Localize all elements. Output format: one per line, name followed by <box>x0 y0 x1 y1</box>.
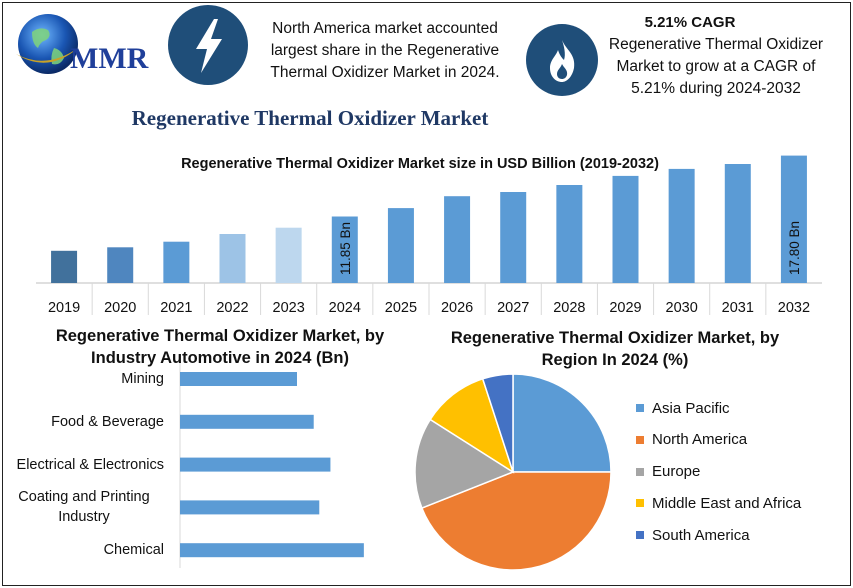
data-label-2024: 11.85 Bn <box>338 222 353 275</box>
legend-item-0: Asia Pacific <box>636 398 730 418</box>
industry-label-3: Coating and Printing Industry <box>18 489 150 526</box>
pie-slice-1 <box>420 471 612 571</box>
x-tick-label-2027: 2027 <box>497 300 529 316</box>
legend-item-1: North America <box>636 430 747 450</box>
bar-2025 <box>387 208 414 283</box>
data-label-2032: 17.80 Bn <box>787 221 802 275</box>
bar-2023 <box>275 227 302 283</box>
bar-2021 <box>163 241 190 283</box>
market-size-chart-title: Regenerative Thermal Oxidizer Market siz… <box>181 156 659 172</box>
bar-2020 <box>107 247 134 283</box>
flame-icon <box>526 24 598 96</box>
pie-slice-4 <box>481 373 514 473</box>
x-tick-label-2026: 2026 <box>441 300 473 316</box>
legend-item-3: Middle East and Africa <box>636 493 801 513</box>
industry-bar-0 <box>180 372 297 386</box>
legend-item-2: Europe <box>636 462 700 482</box>
cagr-title: 5.21% CAGR <box>644 14 736 31</box>
bar-2024 <box>331 216 358 283</box>
industry-label-0: Mining <box>121 371 164 387</box>
bar-2019 <box>51 250 78 283</box>
x-tick-label-2024: 2024 <box>329 300 361 316</box>
north-america-share-text: North America market accounted largest s… <box>270 20 500 81</box>
cagr-description: Regenerative Thermal Oxidizer Market to … <box>608 36 824 97</box>
region-chart-title: Regenerative Thermal Oxidizer Market, by… <box>450 329 780 369</box>
lightning-bolt-icon <box>168 5 248 85</box>
market-size-bar-chart: 2019 2020 2021 2022 2023 2024 11.85 Bn 2025 2026… <box>36 155 822 316</box>
legend-label-3: Middle East and Africa <box>652 494 802 512</box>
bar-2029 <box>612 175 639 283</box>
globe-icon: MMR <box>16 14 149 75</box>
x-tick-label-2031: 2031 <box>722 300 754 316</box>
industry-bar-3 <box>180 500 320 515</box>
bar-2027 <box>500 192 527 283</box>
bar-2032 <box>780 155 807 283</box>
logo-text: MMR <box>70 42 149 75</box>
legend-label-2: Europe <box>652 463 701 481</box>
bar-2030 <box>668 168 695 283</box>
legend-label-4: South America <box>652 526 750 544</box>
bar-2022 <box>219 234 246 283</box>
industry-label-4: Chemical <box>103 542 164 559</box>
bar-2026 <box>444 196 471 283</box>
legend-swatch-3 <box>636 499 644 508</box>
x-tick-label-2020: 2020 <box>104 300 136 316</box>
legend-label-0: Asia Pacific <box>652 399 730 417</box>
x-tick-label-2022: 2022 <box>216 300 248 316</box>
x-tick-label-2025: 2025 <box>385 300 417 316</box>
legend-item-4: South America <box>636 525 750 545</box>
pie-slice-3 <box>429 377 515 474</box>
legend-swatch-4 <box>636 531 644 540</box>
bar-2028 <box>556 185 583 283</box>
x-tick-label-2023: 2023 <box>273 300 305 316</box>
bar-2031 <box>724 164 751 283</box>
industry-bar-4 <box>180 543 364 558</box>
industry-label-2: Electrical & Electronics <box>16 456 164 473</box>
pie-slice-2 <box>414 418 515 510</box>
region-pie-chart <box>414 373 612 571</box>
legend-swatch-1 <box>636 435 644 444</box>
x-tick-label-2032: 2032 <box>778 300 810 316</box>
main-title: Regenerative Thermal Oxidizer Market <box>131 106 489 130</box>
x-tick-label-2021: 2021 <box>160 300 192 316</box>
legend-swatch-0 <box>636 404 644 412</box>
industry-bar-1 <box>180 414 314 429</box>
x-tick-label-2029: 2029 <box>609 300 641 316</box>
industry-label-1: Food & Beverage <box>51 413 164 430</box>
x-tick-label-2028: 2028 <box>553 300 585 316</box>
industry-bar-chart <box>179 362 364 568</box>
x-tick-label-2030: 2030 <box>666 300 698 316</box>
industry-chart-title: Regenerative Thermal Oxidizer Market, by… <box>55 327 385 367</box>
mmr-logo: MMR <box>12 10 162 82</box>
industry-bar-2 <box>180 457 331 472</box>
legend-label-1: North America <box>652 431 748 449</box>
pie-slice-0 <box>512 373 612 473</box>
x-tick-label-2019: 2019 <box>48 300 80 316</box>
legend-swatch-2 <box>636 467 644 476</box>
